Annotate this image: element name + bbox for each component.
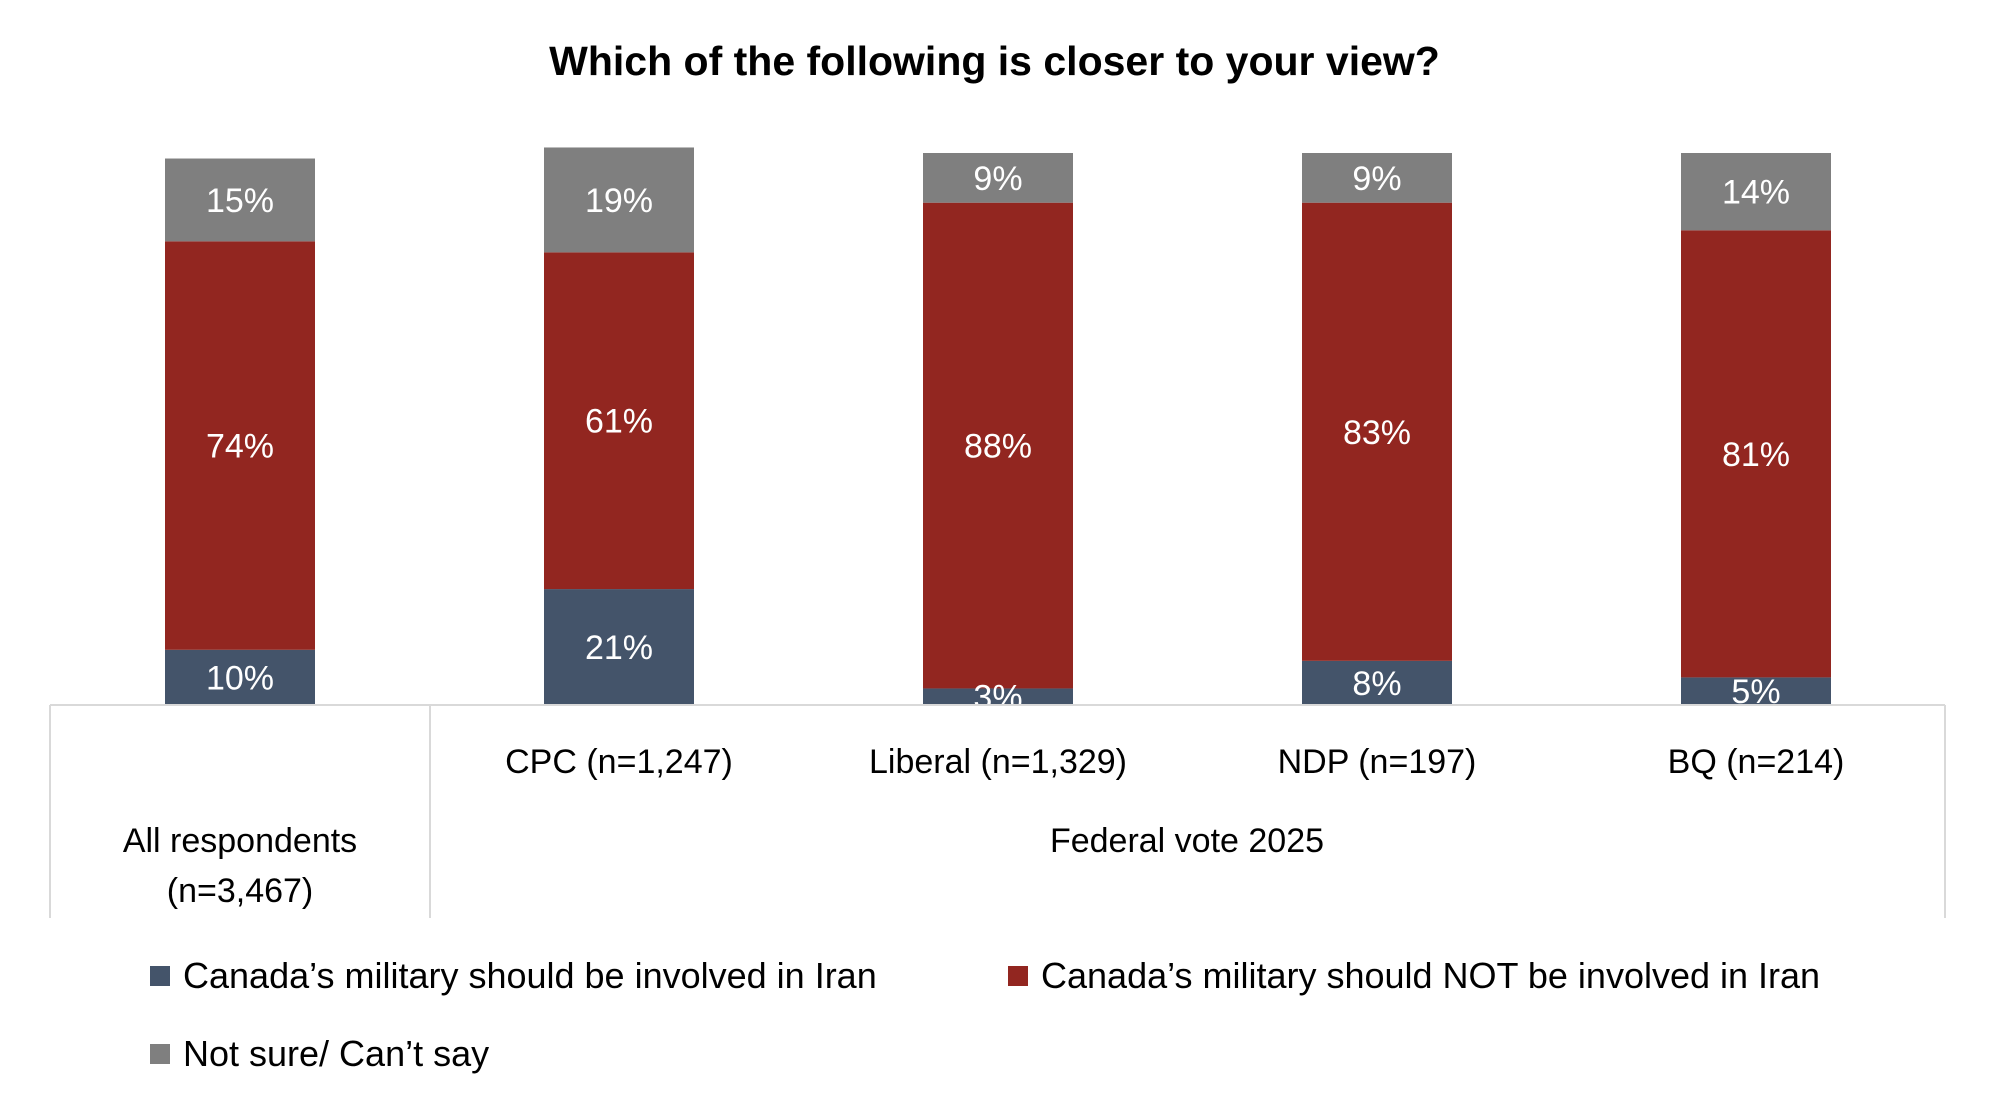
- data-label-3-cat-4: 9%: [1352, 160, 1401, 198]
- data-label-2-cat-3: 88%: [964, 428, 1032, 466]
- legend-item-3: Not sure/ Can’t say: [150, 1033, 489, 1075]
- data-label-1-cat-1: 10%: [206, 659, 274, 697]
- legend-item-2: Canada’s military should NOT be involved…: [1008, 955, 1820, 997]
- category-label-line: Liberal (n=1,329): [869, 743, 1127, 781]
- data-label-3-cat-3: 9%: [973, 160, 1022, 198]
- category-label-2: CPC (n=1,247): [505, 743, 733, 781]
- category-label-3: Liberal (n=1,329): [869, 743, 1127, 781]
- data-label-3-cat-2: 19%: [585, 182, 653, 220]
- data-label-3-cat-1: 15%: [206, 182, 274, 220]
- legend-item-1: Canada’s military should be involved in …: [150, 955, 877, 997]
- data-label-2-cat-5: 81%: [1722, 436, 1790, 474]
- bar-segment-3-cat-1: [165, 158, 315, 242]
- legend-label: Canada’s military should NOT be involved…: [1041, 955, 1821, 996]
- bar-segment-1-cat-4: [1302, 660, 1452, 705]
- bar-segment-2-cat-1: [165, 241, 315, 650]
- legend-swatch: [150, 1044, 170, 1064]
- chart-title: Which of the following is closer to your…: [549, 38, 1440, 84]
- bar-segment-1-cat-1: [165, 649, 315, 705]
- legend-label: Canada’s military should be involved in …: [183, 955, 877, 996]
- category-label-5: BQ (n=214): [1668, 743, 1845, 781]
- category-label-line: (n=3,467): [167, 872, 314, 910]
- category-label-line: All respondents: [123, 822, 357, 860]
- category-label-1: All respondents (n=3,467): [123, 822, 357, 910]
- category-labels-layer: All respondents (n=3,467) CPC (n=1,247) Lib…: [123, 743, 1845, 910]
- legend-swatch: [1008, 966, 1028, 986]
- category-label-line: BQ (n=214): [1668, 743, 1845, 781]
- category-label-4: NDP (n=197): [1278, 743, 1477, 781]
- bar-segment-2-cat-5: [1681, 230, 1831, 678]
- bar-segment-2-cat-4: [1302, 202, 1452, 661]
- bar-segment-2-cat-2: [544, 252, 694, 590]
- category-label-line: NDP (n=197): [1278, 743, 1477, 781]
- data-label-2-cat-1: 74%: [206, 428, 274, 466]
- data-label-1-cat-4: 8%: [1352, 665, 1401, 703]
- bar-segment-1-cat-3: [923, 688, 1073, 705]
- bar-segment-1-cat-2: [544, 589, 694, 705]
- data-label-1-cat-3: 3%: [973, 679, 1022, 717]
- legend-label: Not sure/ Can’t say: [183, 1033, 490, 1074]
- bar-segment-3-cat-3: [923, 153, 1073, 203]
- category-axis: [49, 704, 1946, 918]
- data-label-2-cat-2: 61%: [585, 403, 653, 441]
- bar-segment-3-cat-4: [1302, 153, 1452, 203]
- bars-layer: [165, 147, 1831, 705]
- group-label: Federal vote 2025: [1050, 822, 1324, 860]
- data-label-2-cat-4: 83%: [1343, 414, 1411, 452]
- legend-swatch: [150, 966, 170, 986]
- bar-segment-2-cat-3: [923, 202, 1073, 689]
- category-label-line: CPC (n=1,247): [505, 743, 733, 781]
- bar-segment-3-cat-2: [544, 147, 694, 253]
- data-label-1-cat-2: 21%: [585, 629, 653, 667]
- data-label-3-cat-5: 14%: [1722, 174, 1790, 212]
- bar-segment-3-cat-5: [1681, 153, 1831, 231]
- bar-segment-1-cat-5: [1681, 677, 1831, 705]
